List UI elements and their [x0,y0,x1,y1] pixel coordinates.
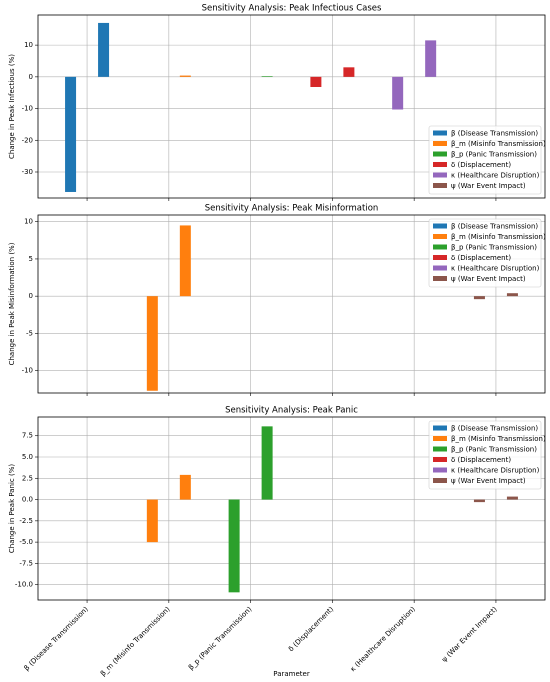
x-tick-label: δ (Displacement) [287,605,335,653]
chart-title: Sensitivity Analysis: Peak Misinformatio… [205,204,379,214]
y-tick-label: -2.5 [19,517,33,525]
bar [261,76,273,77]
legend-label: β (Disease Transmission) [451,223,538,231]
y-tick-label: -30 [22,168,33,176]
legend-label: β_p (Panic Transmission) [451,151,537,159]
legend-label: β_m (Misinfo Transmission) [451,140,546,148]
bar [98,22,110,77]
legend-swatch [433,457,447,462]
legend-label: δ (Displacement) [451,254,511,262]
bar [506,293,518,297]
bar [343,67,355,77]
bar [179,225,191,297]
legend-box [428,125,542,195]
legend-swatch [433,255,447,260]
y-tick-label: -7.5 [19,559,33,567]
legend-swatch [433,478,447,483]
legend-label: β_p (Panic Transmission) [451,446,537,454]
y-tick-label: -10 [22,105,33,113]
bar [228,499,240,593]
bar [146,296,158,391]
x-tick-label: β (Disease Transmission) [23,605,90,672]
y-tick-label: 0 [29,292,33,300]
bar [392,76,404,110]
legend-swatch [433,276,447,281]
bar [179,474,191,500]
y-axis-label: Change in Peak Infectious (%) [8,54,16,159]
y-axis-label: Change in Peak Misinformation (%) [8,242,16,365]
y-axis-label: Change in Peak Panic (%) [8,464,16,554]
bar [425,40,437,77]
bar [146,499,158,543]
x-axis-label: Parameter [273,670,310,678]
y-tick-label: 2.5 [22,474,33,482]
legend-label: β_m (Misinfo Transmission) [451,435,546,443]
plot-frame [37,416,546,601]
legend-label: β_m (Misinfo Transmission) [451,233,546,241]
legend-label: κ (Healthcare Disruption) [451,172,540,180]
legend-label: κ (Healthcare Disruption) [451,467,540,475]
y-tick-label: 7.5 [22,432,33,440]
legend-swatch [433,234,447,239]
legend-label: ψ (War Event Impact) [451,477,526,485]
y-tick-label: -10 [22,367,33,375]
y-tick-label: -5.0 [19,538,33,546]
bar [65,76,77,192]
bar [179,75,191,77]
y-tick-label: 0.0 [22,496,33,504]
legend-swatch [433,130,447,136]
bar [506,496,518,500]
y-tick-label: 10 [24,218,33,226]
y-tick-label: 10 [24,41,33,49]
legend-label: δ (Displacement) [451,161,511,169]
legend-label: β_p (Panic Transmission) [451,244,537,252]
legend-label: κ (Healthcare Disruption) [451,265,540,273]
bar [310,76,322,87]
legend-swatch [433,446,447,452]
legend-label: β (Disease Transmission) [451,130,538,138]
plot-frame [37,214,546,394]
y-tick-label: -5 [26,329,33,337]
bar [261,426,273,500]
y-tick-label: -10.0 [15,581,33,589]
legend-swatch [433,436,447,441]
legend-swatch [433,223,447,229]
legend-label: ψ (War Event Impact) [451,182,526,190]
x-tick-label: κ (Healthcare Disruption) [349,605,417,673]
y-tick-label: 5 [29,255,33,263]
legend-swatch [433,265,447,271]
y-tick-label: 5.0 [22,453,33,461]
bar [473,296,485,300]
x-tick-label: β_m (Misinfo Transmission) [99,605,172,678]
legend-label: ψ (War Event Impact) [451,275,526,283]
legend-swatch [433,183,447,188]
plot-frame [37,14,546,199]
legend-box [428,218,542,288]
legend-swatch [433,244,447,250]
bar [473,499,485,503]
legend-swatch [433,467,447,473]
legend-swatch [433,162,447,167]
chart-title: Sensitivity Analysis: Peak Infectious Ca… [202,4,382,14]
legend-swatch [433,151,447,157]
legend-label: β (Disease Transmission) [451,425,538,433]
legend-swatch [433,141,447,146]
legend-swatch [433,425,447,431]
x-tick-label: ψ (War Event Impact) [440,605,499,664]
legend-swatch [433,172,447,178]
legend-label: δ (Displacement) [451,456,511,464]
y-tick-label: -20 [22,136,33,144]
chart-title: Sensitivity Analysis: Peak Panic [225,406,358,416]
x-tick-label: β_p (Panic Transmission) [187,605,254,672]
y-tick-label: 0 [29,73,33,81]
legend-box [428,420,542,490]
